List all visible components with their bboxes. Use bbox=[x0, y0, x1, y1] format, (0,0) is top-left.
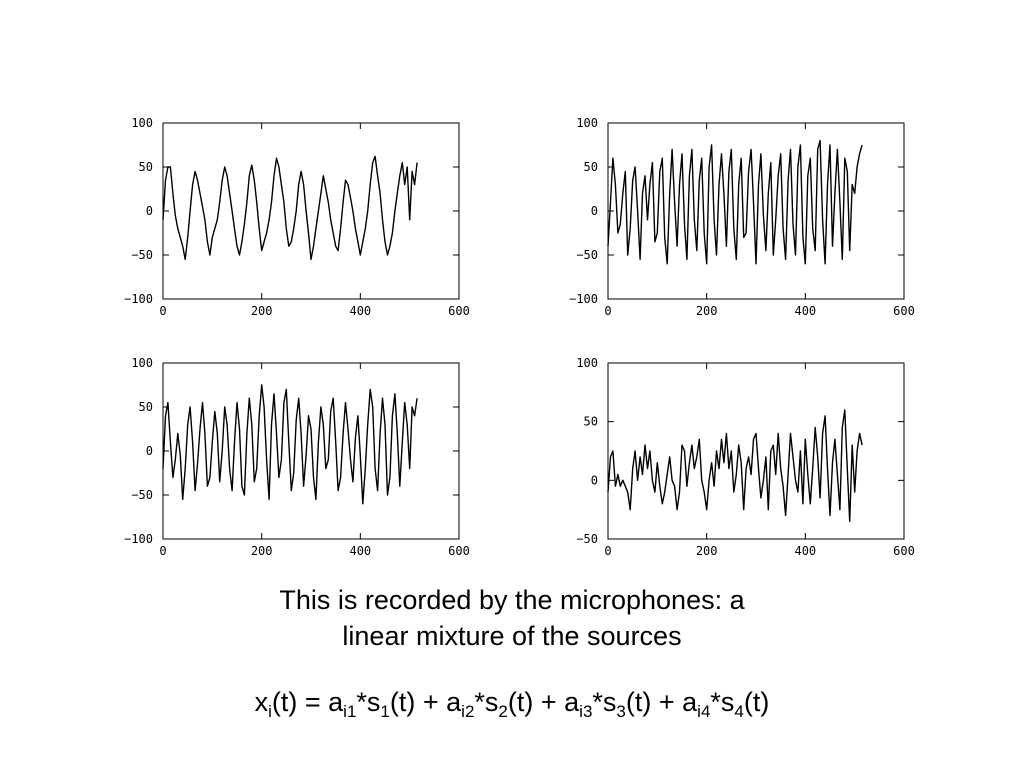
x-tick-label: 400 bbox=[794, 544, 816, 558]
plot-frame bbox=[162, 362, 460, 540]
caption: This is recorded by the microphones: a l… bbox=[0, 582, 1024, 654]
x-tick-label: 400 bbox=[349, 544, 371, 558]
equation-text: *s bbox=[474, 687, 499, 717]
plot-frame bbox=[607, 362, 905, 540]
equation-subscript: 2 bbox=[498, 702, 508, 721]
equation-subscript: i4 bbox=[697, 702, 711, 721]
equation-text: (t) + a bbox=[389, 687, 462, 717]
y-tick-label: −100 bbox=[124, 292, 153, 306]
x-tick-label: 600 bbox=[448, 544, 470, 558]
x-tick-label: 400 bbox=[794, 304, 816, 318]
chart-panel-3: 100 50 0 −50 −100 0 200 400 600 bbox=[95, 345, 475, 565]
chart-svg-1: 100 50 0 −50 −100 0 200 400 600 bbox=[124, 116, 470, 318]
chart-svg-3: 100 50 0 −50 −100 0 200 400 600 bbox=[124, 356, 470, 558]
equation-subscript: i1 bbox=[343, 702, 357, 721]
x-tick-label: 600 bbox=[893, 544, 915, 558]
x-tick-label: 0 bbox=[604, 304, 611, 318]
y-tick-label: −50 bbox=[576, 532, 598, 546]
y-tick-label: −50 bbox=[131, 248, 153, 262]
x-tick-label: 200 bbox=[696, 304, 718, 318]
y-tick-label: −50 bbox=[576, 248, 598, 262]
mixture-equation: xi(t) = ai1*s1(t) + ai2*s2(t) + ai3*s3(t… bbox=[0, 684, 1024, 720]
equation-subscript: i3 bbox=[579, 702, 593, 721]
equation-subscript: 4 bbox=[734, 702, 744, 721]
equation-text: *s bbox=[592, 687, 617, 717]
x-tick-label: 0 bbox=[159, 544, 166, 558]
x-tick-label: 200 bbox=[251, 304, 273, 318]
equation-subscript: i bbox=[268, 702, 272, 721]
y-tick-label: 50 bbox=[584, 415, 598, 429]
x-tick-label: 200 bbox=[696, 544, 718, 558]
x-tick-label: 200 bbox=[251, 544, 273, 558]
caption-line-2: linear mixture of the sources bbox=[342, 621, 682, 651]
x-tick-label: 400 bbox=[349, 304, 371, 318]
y-tick-label: 0 bbox=[146, 204, 153, 218]
x-tick-label: 600 bbox=[448, 304, 470, 318]
y-tick-label: −100 bbox=[124, 532, 153, 546]
y-tick-label: 100 bbox=[131, 116, 153, 130]
y-tick-label: 100 bbox=[131, 356, 153, 370]
y-tick-label: 0 bbox=[146, 444, 153, 458]
series-line bbox=[162, 155, 418, 261]
equation-subscript: 3 bbox=[616, 702, 626, 721]
equation-text: *s bbox=[356, 687, 381, 717]
y-tick-label: 0 bbox=[591, 204, 598, 218]
chart-panel-4: 100 50 0 −50 0 200 400 600 bbox=[540, 345, 920, 565]
equation-text: x bbox=[254, 687, 269, 717]
chart-panel-1: 100 50 0 −50 −100 0 200 400 600 bbox=[95, 105, 475, 325]
y-tick-label: 100 bbox=[576, 116, 598, 130]
x-tick-label: 0 bbox=[159, 304, 166, 318]
y-tick-label: −50 bbox=[131, 488, 153, 502]
x-tick-label: 0 bbox=[604, 544, 611, 558]
equation-text: (t) + a bbox=[507, 687, 580, 717]
series-line bbox=[607, 409, 863, 523]
equation-text: *s bbox=[710, 687, 735, 717]
equation-text: (t) + a bbox=[625, 687, 698, 717]
series-line bbox=[607, 139, 863, 265]
series-line bbox=[162, 384, 418, 505]
chart-panel-2: 100 50 0 −50 −100 0 200 400 600 bbox=[540, 105, 920, 325]
chart-svg-2: 100 50 0 −50 −100 0 200 400 600 bbox=[569, 116, 915, 318]
plot-frame bbox=[162, 122, 460, 300]
y-tick-label: 0 bbox=[591, 473, 598, 487]
y-tick-label: −100 bbox=[569, 292, 598, 306]
equation-text: (t) bbox=[743, 687, 770, 717]
plot-frame bbox=[607, 122, 905, 300]
chart-svg-4: 100 50 0 −50 0 200 400 600 bbox=[576, 356, 915, 558]
y-tick-label: 50 bbox=[584, 160, 598, 174]
equation-text: (t) = a bbox=[271, 687, 344, 717]
y-tick-label: 50 bbox=[139, 400, 153, 414]
equation-subscript: 1 bbox=[380, 702, 390, 721]
y-tick-label: 100 bbox=[576, 356, 598, 370]
caption-line-1: This is recorded by the microphones: a bbox=[279, 585, 745, 615]
x-tick-label: 600 bbox=[893, 304, 915, 318]
y-tick-label: 50 bbox=[139, 160, 153, 174]
equation-subscript: i2 bbox=[461, 702, 475, 721]
